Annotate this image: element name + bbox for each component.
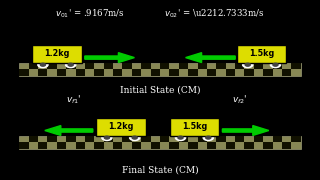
Text: 1.5kg: 1.5kg — [182, 122, 207, 131]
Bar — [169, 69, 179, 76]
Bar — [47, 63, 57, 69]
Bar — [28, 136, 38, 142]
Bar — [66, 136, 76, 142]
Bar — [32, 45, 82, 63]
Text: Initial State (CM): Initial State (CM) — [120, 86, 200, 94]
Bar — [132, 142, 141, 148]
Bar — [47, 136, 57, 142]
Bar — [263, 142, 273, 148]
Bar — [169, 142, 179, 148]
Bar — [113, 69, 123, 76]
Bar — [235, 63, 244, 69]
Bar — [76, 142, 85, 148]
Bar — [244, 142, 254, 148]
Bar — [104, 63, 113, 69]
Bar — [292, 136, 301, 142]
Bar — [273, 136, 282, 142]
Text: $v_{01}$' = .9167m/s: $v_{01}$' = .9167m/s — [55, 7, 124, 20]
Bar — [235, 136, 244, 142]
Text: 1.2kg: 1.2kg — [108, 122, 133, 131]
Bar — [151, 69, 160, 76]
Text: 1.2kg: 1.2kg — [44, 50, 69, 59]
Bar — [263, 69, 273, 76]
Bar — [19, 142, 28, 148]
FancyArrow shape — [222, 126, 269, 135]
Circle shape — [102, 135, 112, 141]
Bar — [132, 69, 141, 76]
Bar — [237, 45, 286, 63]
Bar — [170, 118, 219, 136]
Bar — [151, 142, 160, 148]
Bar — [282, 142, 292, 148]
Bar — [160, 136, 169, 142]
Bar — [282, 69, 292, 76]
Bar — [85, 136, 94, 142]
Bar — [226, 142, 235, 148]
Bar — [141, 63, 151, 69]
Bar — [104, 136, 113, 142]
Circle shape — [270, 62, 281, 68]
Bar — [197, 136, 207, 142]
Bar — [179, 136, 188, 142]
FancyArrow shape — [45, 126, 93, 135]
Circle shape — [40, 63, 45, 66]
Circle shape — [132, 136, 137, 139]
Circle shape — [178, 136, 183, 139]
Bar — [123, 136, 132, 142]
Bar — [226, 69, 235, 76]
Bar — [38, 142, 47, 148]
Bar — [66, 63, 76, 69]
Bar — [254, 136, 263, 142]
Bar — [76, 69, 85, 76]
Bar — [207, 142, 216, 148]
Bar — [273, 63, 282, 69]
Bar — [19, 63, 301, 76]
Bar — [188, 142, 197, 148]
Bar — [85, 63, 94, 69]
FancyArrow shape — [186, 53, 235, 63]
Bar — [160, 63, 169, 69]
Bar — [254, 63, 263, 69]
Circle shape — [243, 62, 253, 68]
Text: $v_{f1}$': $v_{f1}$' — [66, 94, 81, 106]
Text: $v_{f2}$': $v_{f2}$' — [232, 94, 248, 106]
Circle shape — [38, 62, 48, 68]
Bar — [38, 69, 47, 76]
Circle shape — [130, 135, 140, 141]
FancyArrow shape — [85, 53, 134, 63]
Text: $v_{02}$' = \u2212.7333m/s: $v_{02}$' = \u2212.7333m/s — [164, 7, 265, 20]
Bar — [179, 63, 188, 69]
Bar — [94, 69, 104, 76]
Bar — [292, 63, 301, 69]
Bar — [244, 69, 254, 76]
Bar — [188, 69, 197, 76]
Bar — [216, 136, 226, 142]
Bar — [197, 63, 207, 69]
Bar — [57, 142, 66, 148]
Text: Final State (CM): Final State (CM) — [122, 166, 198, 175]
Circle shape — [273, 63, 278, 66]
Circle shape — [66, 62, 76, 68]
Bar — [19, 69, 28, 76]
Bar — [57, 69, 66, 76]
Bar — [123, 63, 132, 69]
Bar — [207, 69, 216, 76]
Bar — [96, 118, 146, 136]
Circle shape — [175, 135, 186, 141]
Bar — [19, 136, 301, 148]
Bar — [94, 142, 104, 148]
Text: 1.5kg: 1.5kg — [249, 50, 274, 59]
Circle shape — [203, 135, 213, 141]
Bar — [216, 63, 226, 69]
Bar — [28, 63, 38, 69]
Circle shape — [206, 136, 211, 139]
Bar — [141, 136, 151, 142]
Circle shape — [104, 136, 109, 139]
Bar — [113, 142, 123, 148]
Circle shape — [68, 63, 73, 66]
Circle shape — [245, 63, 250, 66]
